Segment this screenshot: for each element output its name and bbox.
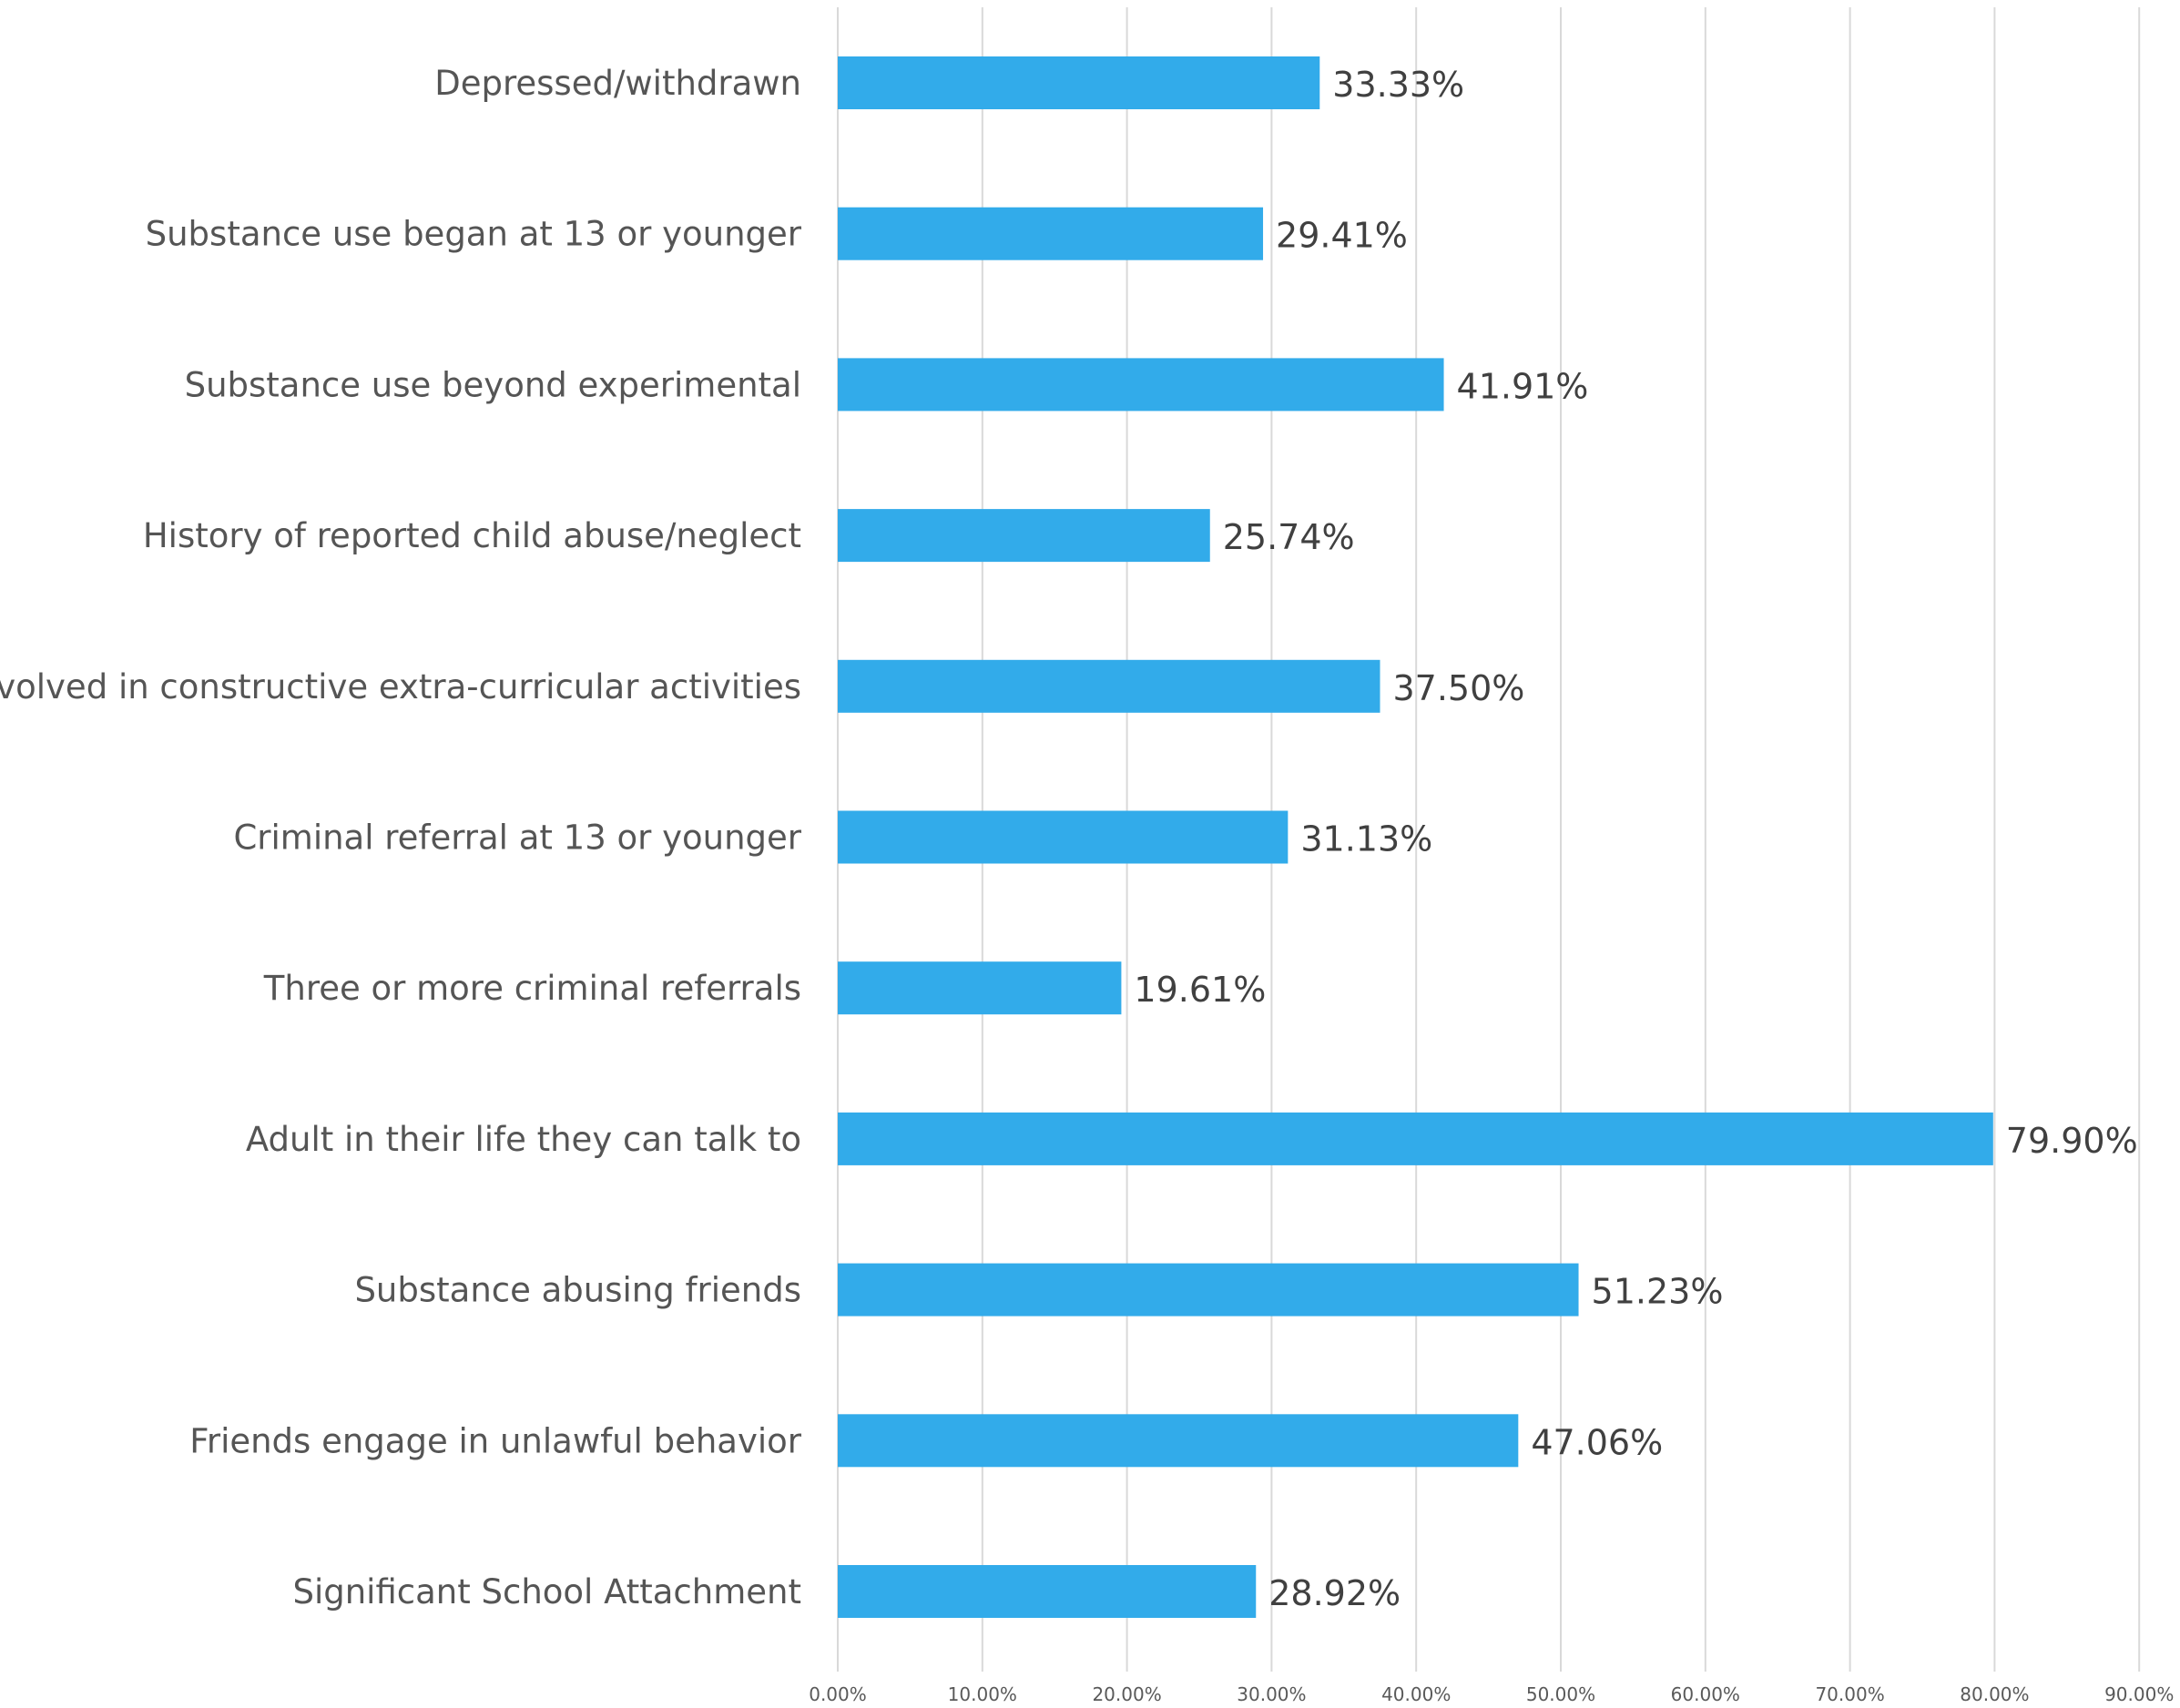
category-label: Significant School Attachment [292, 1572, 801, 1611]
bar [838, 56, 1320, 109]
bar [838, 358, 1444, 412]
data-labels: 33.33% 29.41% 41.91% 25.74% 37.50% 31.13% 19.6… [1134, 65, 2137, 1613]
category-label: Criminal referral at 13 or younger [233, 818, 801, 858]
x-tick-label: 50.00% [1526, 1683, 1595, 1705]
bars [838, 56, 1993, 1618]
data-label: 47.06% [1531, 1422, 1663, 1462]
bar [838, 810, 1289, 864]
data-label: 25.74% [1223, 517, 1355, 557]
category-label: Friends engage in unlawful behavior [189, 1421, 802, 1460]
category-label: Substance use beyond experimental [185, 365, 801, 404]
gridlines [837, 7, 2141, 1672]
data-label: 28.92% [1268, 1573, 1401, 1613]
x-tick-label: 10.00% [948, 1683, 1017, 1705]
x-tick-label: 30.00% [1237, 1683, 1306, 1705]
data-label: 41.91% [1457, 366, 1589, 406]
x-axis-tick-labels: 0.00% 10.00% 20.00% 30.00% 40.00% 50.00% 60.00… [809, 1683, 2174, 1705]
bar [838, 659, 1380, 713]
data-label: 31.13% [1300, 819, 1432, 859]
data-label: 79.90% [2006, 1121, 2138, 1161]
bar [838, 1565, 1257, 1618]
bar [838, 961, 1122, 1015]
bar [838, 1414, 1519, 1468]
bar [838, 207, 1264, 260]
category-label: Three or more criminal referrals [263, 969, 801, 1008]
category-label: Involved in constructive extra-curricula… [0, 667, 801, 707]
x-tick-label: 0.00% [809, 1683, 867, 1705]
bar [838, 1263, 1579, 1317]
data-label: 29.41% [1276, 216, 1408, 256]
bar [838, 1112, 1993, 1165]
category-label: Depressed/withdrawn [434, 64, 801, 103]
x-tick-label: 90.00% [2104, 1683, 2174, 1705]
category-label: Substance use began at 13 or younger [146, 215, 802, 254]
category-labels: Depressed/withdrawn Substance use began a… [0, 64, 802, 1611]
category-label: Substance abusing friends [354, 1271, 801, 1310]
data-label: 37.50% [1393, 668, 1525, 708]
data-label: 51.23% [1592, 1272, 1724, 1312]
data-label: 19.61% [1134, 970, 1266, 1010]
x-tick-label: 80.00% [1960, 1683, 2029, 1705]
category-label: History of reported child abuse/neglect [143, 516, 801, 555]
x-tick-label: 60.00% [1671, 1683, 1740, 1705]
bar [838, 509, 1210, 563]
x-tick-label: 20.00% [1092, 1683, 1161, 1705]
data-label: 33.33% [1332, 65, 1464, 105]
x-tick-label: 40.00% [1381, 1683, 1451, 1705]
category-label: Adult in their life they can talk to [246, 1120, 801, 1159]
x-tick-label: 70.00% [1815, 1683, 1884, 1705]
